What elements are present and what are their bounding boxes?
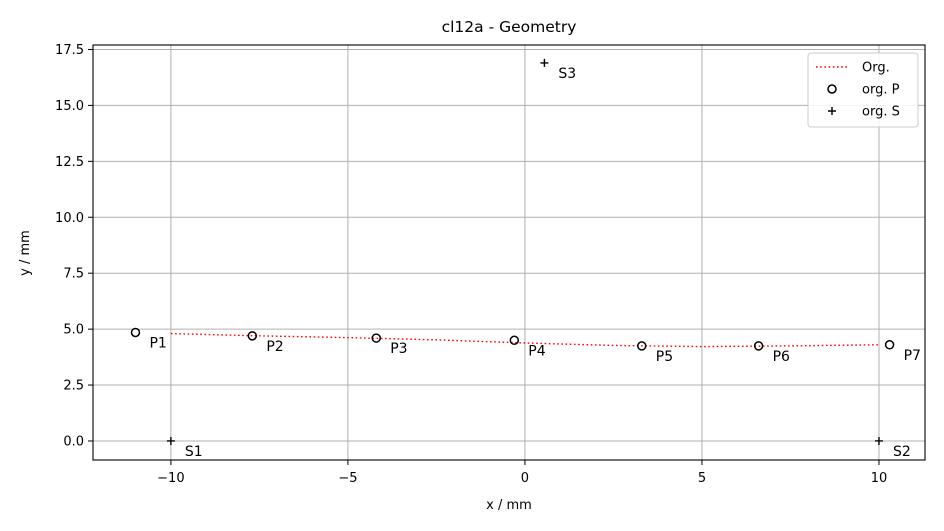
point-marker (884, 340, 895, 350)
source-marker (540, 58, 549, 67)
point-label: P5 (656, 349, 673, 365)
legend-label: Org. (862, 61, 890, 76)
chart-title: cl12a - Geometry (442, 18, 577, 36)
source-marker (166, 436, 175, 445)
legend-label: org. S (862, 105, 900, 120)
y-tick-label: 12.5 (55, 155, 84, 170)
point-label: P7 (904, 348, 921, 364)
point-label: P3 (390, 341, 407, 357)
x-tick-label: 5 (698, 471, 706, 486)
source-marker (874, 436, 883, 445)
x-axis: −10 −5 0 5 10 (157, 460, 887, 486)
y-axis-label: y / mm (18, 230, 33, 276)
y-tick-label: 17.5 (55, 43, 84, 58)
y-tick-label: 5.0 (63, 323, 84, 338)
x-tick-label: 0 (521, 471, 529, 486)
y-tick-label: 7.5 (63, 267, 84, 282)
series-layer: P1 P2 P3 P4 P5 P6 P7 S1 S2 S3 (130, 58, 921, 460)
legend: Org. org. P org. S (807, 52, 919, 128)
x-tick-label: −10 (157, 471, 184, 486)
plot-frame (92, 44, 926, 461)
point-label: P2 (266, 339, 283, 355)
point-marker (371, 333, 381, 343)
y-tick-label: 15.0 (55, 99, 84, 114)
point-marker (247, 331, 258, 341)
x-tick-label: −5 (338, 471, 357, 486)
grid (93, 45, 925, 460)
y-axis: 0.0 2.5 5.0 7.5 10.0 12.5 15.0 17.5 (55, 43, 93, 449)
legend-circle-swatch (827, 84, 837, 94)
point-label: P6 (773, 349, 790, 365)
source-label: S3 (558, 66, 576, 82)
point-marker (130, 327, 141, 338)
org-line (170, 332, 879, 348)
legend-plus-swatch (828, 107, 836, 115)
point-marker (509, 335, 520, 346)
legend-label: org. P (862, 83, 900, 98)
x-axis-label: x / mm (486, 498, 532, 513)
y-tick-label: 0.0 (63, 434, 84, 449)
point-label: P1 (149, 335, 166, 351)
x-tick-label: 10 (871, 471, 888, 486)
point-marker (753, 341, 764, 351)
source-label: S2 (893, 444, 911, 460)
point-label: P4 (528, 343, 545, 359)
point-marker (637, 341, 647, 351)
y-tick-label: 2.5 (63, 379, 84, 394)
legend-box (807, 52, 919, 128)
source-label: S1 (185, 444, 203, 460)
y-tick-label: 10.0 (55, 211, 84, 226)
